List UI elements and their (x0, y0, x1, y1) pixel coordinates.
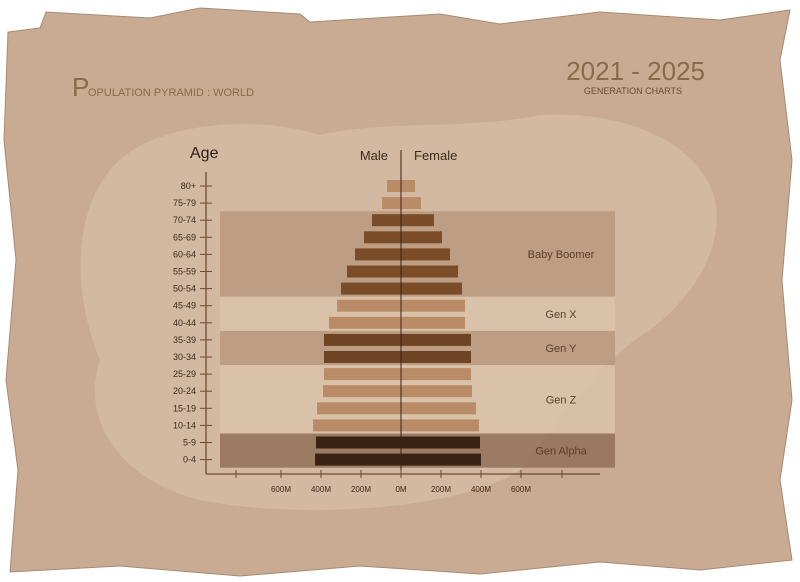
bar-female (401, 265, 458, 278)
title-text: OPULATION PYRAMID : WORLD (88, 87, 254, 99)
bar-female (401, 333, 471, 346)
x-tick-label: 200M (431, 485, 451, 494)
bar-female (401, 453, 481, 466)
bar-female (401, 214, 434, 227)
bar-male (355, 248, 401, 261)
generation-label: Gen Z (546, 394, 577, 406)
bar-male (337, 299, 401, 312)
bar-female (401, 197, 421, 210)
age-tick-label: 5-9 (183, 438, 196, 448)
bar-male (329, 316, 401, 329)
bar-female (401, 402, 476, 415)
bar-male (347, 265, 401, 278)
bar-female (401, 385, 472, 398)
age-tick-label: 0-4 (183, 455, 196, 465)
title-initial: P (72, 72, 89, 102)
y-axis-label: Age (190, 145, 219, 162)
bar-female (401, 231, 442, 244)
bar-male (317, 402, 401, 415)
generation-label: Gen X (545, 309, 577, 321)
bar-male (324, 368, 401, 381)
x-tick-label: 600M (511, 485, 531, 494)
x-tick-label: 0M (395, 485, 406, 494)
bar-male (387, 180, 401, 192)
age-tick-label: 80+ (181, 181, 196, 191)
age-tick-label: 55-59 (173, 267, 196, 277)
subtitle: GENERATION CHARTS (584, 86, 682, 96)
age-tick-label: 10-14 (173, 420, 196, 430)
x-tick-label: 200M (351, 485, 371, 494)
series-label-male: Male (360, 148, 388, 163)
bar-male (382, 197, 401, 210)
year-range: 2021 - 2025 (566, 56, 705, 86)
bar-male (364, 231, 401, 244)
bar-female (401, 351, 471, 363)
generation-label: Gen Alpha (535, 446, 587, 458)
bar-male (313, 419, 401, 432)
bar-female (401, 282, 462, 295)
bar-male (341, 282, 401, 295)
bar-female (401, 436, 480, 449)
bar-female (401, 299, 465, 312)
age-tick-label: 65-69 (173, 232, 196, 242)
age-tick-label: 30-34 (173, 352, 196, 362)
age-tick-label: 70-74 (173, 215, 196, 225)
bar-male (315, 453, 401, 466)
generation-label: Gen Y (546, 343, 578, 355)
bar-female (401, 419, 479, 432)
age-tick-label: 20-24 (173, 386, 196, 396)
series-label-female: Female (414, 148, 457, 163)
bar-female (401, 368, 471, 381)
bar-male (324, 333, 401, 346)
bar-male (324, 351, 401, 363)
bar-female (401, 180, 415, 192)
age-tick-label: 25-29 (173, 369, 196, 379)
age-tick-label: 35-39 (173, 335, 196, 345)
generation-label: Baby Boomer (528, 249, 595, 261)
age-tick-label: 45-49 (173, 301, 196, 311)
bar-female (401, 316, 465, 329)
age-tick-label: 50-54 (173, 284, 196, 294)
bar-male (372, 214, 401, 227)
bar-male (316, 436, 401, 449)
age-tick-label: 40-44 (173, 318, 196, 328)
x-tick-label: 600M (271, 485, 291, 494)
age-tick-label: 75-79 (173, 198, 196, 208)
bar-female (401, 248, 450, 261)
x-tick-label: 400M (471, 485, 491, 494)
age-tick-label: 60-64 (173, 249, 196, 259)
age-tick-label: 15-19 (173, 403, 196, 413)
bar-male (323, 385, 401, 398)
x-tick-label: 400M (311, 485, 331, 494)
